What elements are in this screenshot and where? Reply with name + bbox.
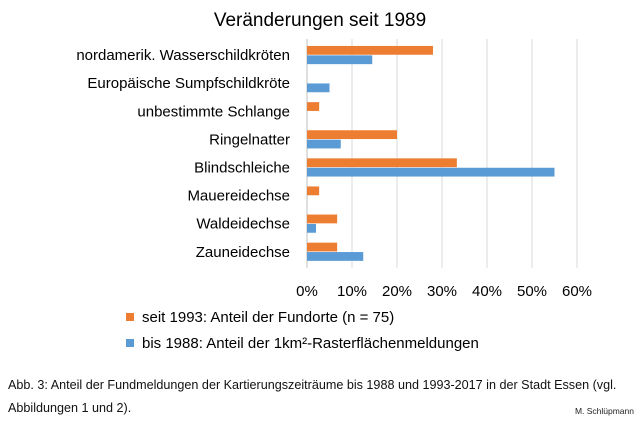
category-label: Zauneidechse [196,244,290,261]
x-tick-labels: 0% 10% 20% 30% 40% 50% 60% [296,283,592,300]
category-label: nordamerik. Wasserschildkröten [76,47,290,64]
figure-caption: Abb. 3: Anteil der Fundmeldungen der Kar… [8,378,617,415]
bar [307,102,320,111]
bar [307,139,341,149]
bar [307,83,330,93]
x-tick-label: 10% [337,283,367,300]
x-tick-label: 20% [382,283,412,300]
bar [307,130,397,140]
category-labels: nordamerik. Wasserschildkröten Europäisch… [76,47,290,261]
category-label: Ringelnatter [209,131,290,148]
category-label: unbestimmte Schlange [137,103,290,120]
bar [307,55,373,65]
x-tick-label: 60% [562,283,592,300]
category-label: Europäische Sumpfschildkröte [87,75,290,92]
bar [307,167,555,177]
category-label: Mauereidechse [187,188,290,205]
category-label: Waldeidechse [196,216,290,233]
x-tick-label: 50% [517,283,547,300]
bar [307,252,364,261]
bar [307,223,316,233]
author-credit: M. Schlüpmann [574,406,634,416]
chart: Veränderungen seit 1989 nordamerik. Wass… [76,10,592,352]
legend-swatch [126,313,134,321]
category-label: Blindschleiche [194,159,290,176]
x-tick-label: 0% [296,283,318,300]
bar [307,242,338,252]
legend: seit 1993: Anteil der Fundorte (n = 75) b… [126,309,479,352]
bar [307,45,433,55]
bar [307,186,320,196]
x-tick-label: 40% [472,283,502,300]
x-tick-label: 30% [427,283,457,300]
bars [307,45,555,261]
legend-label: bis 1988: Anteil der 1km²-Rasterflächenm… [142,335,479,352]
bar-chart: Veränderungen seit 1989 nordamerik. Wass… [76,10,592,352]
bar [307,214,338,224]
legend-label: seit 1993: Anteil der Fundorte (n = 75) [142,309,394,326]
legend-swatch [126,339,134,347]
bar [307,158,457,168]
chart-title: Veränderungen seit 1989 [214,10,426,31]
gridlines [306,39,578,268]
